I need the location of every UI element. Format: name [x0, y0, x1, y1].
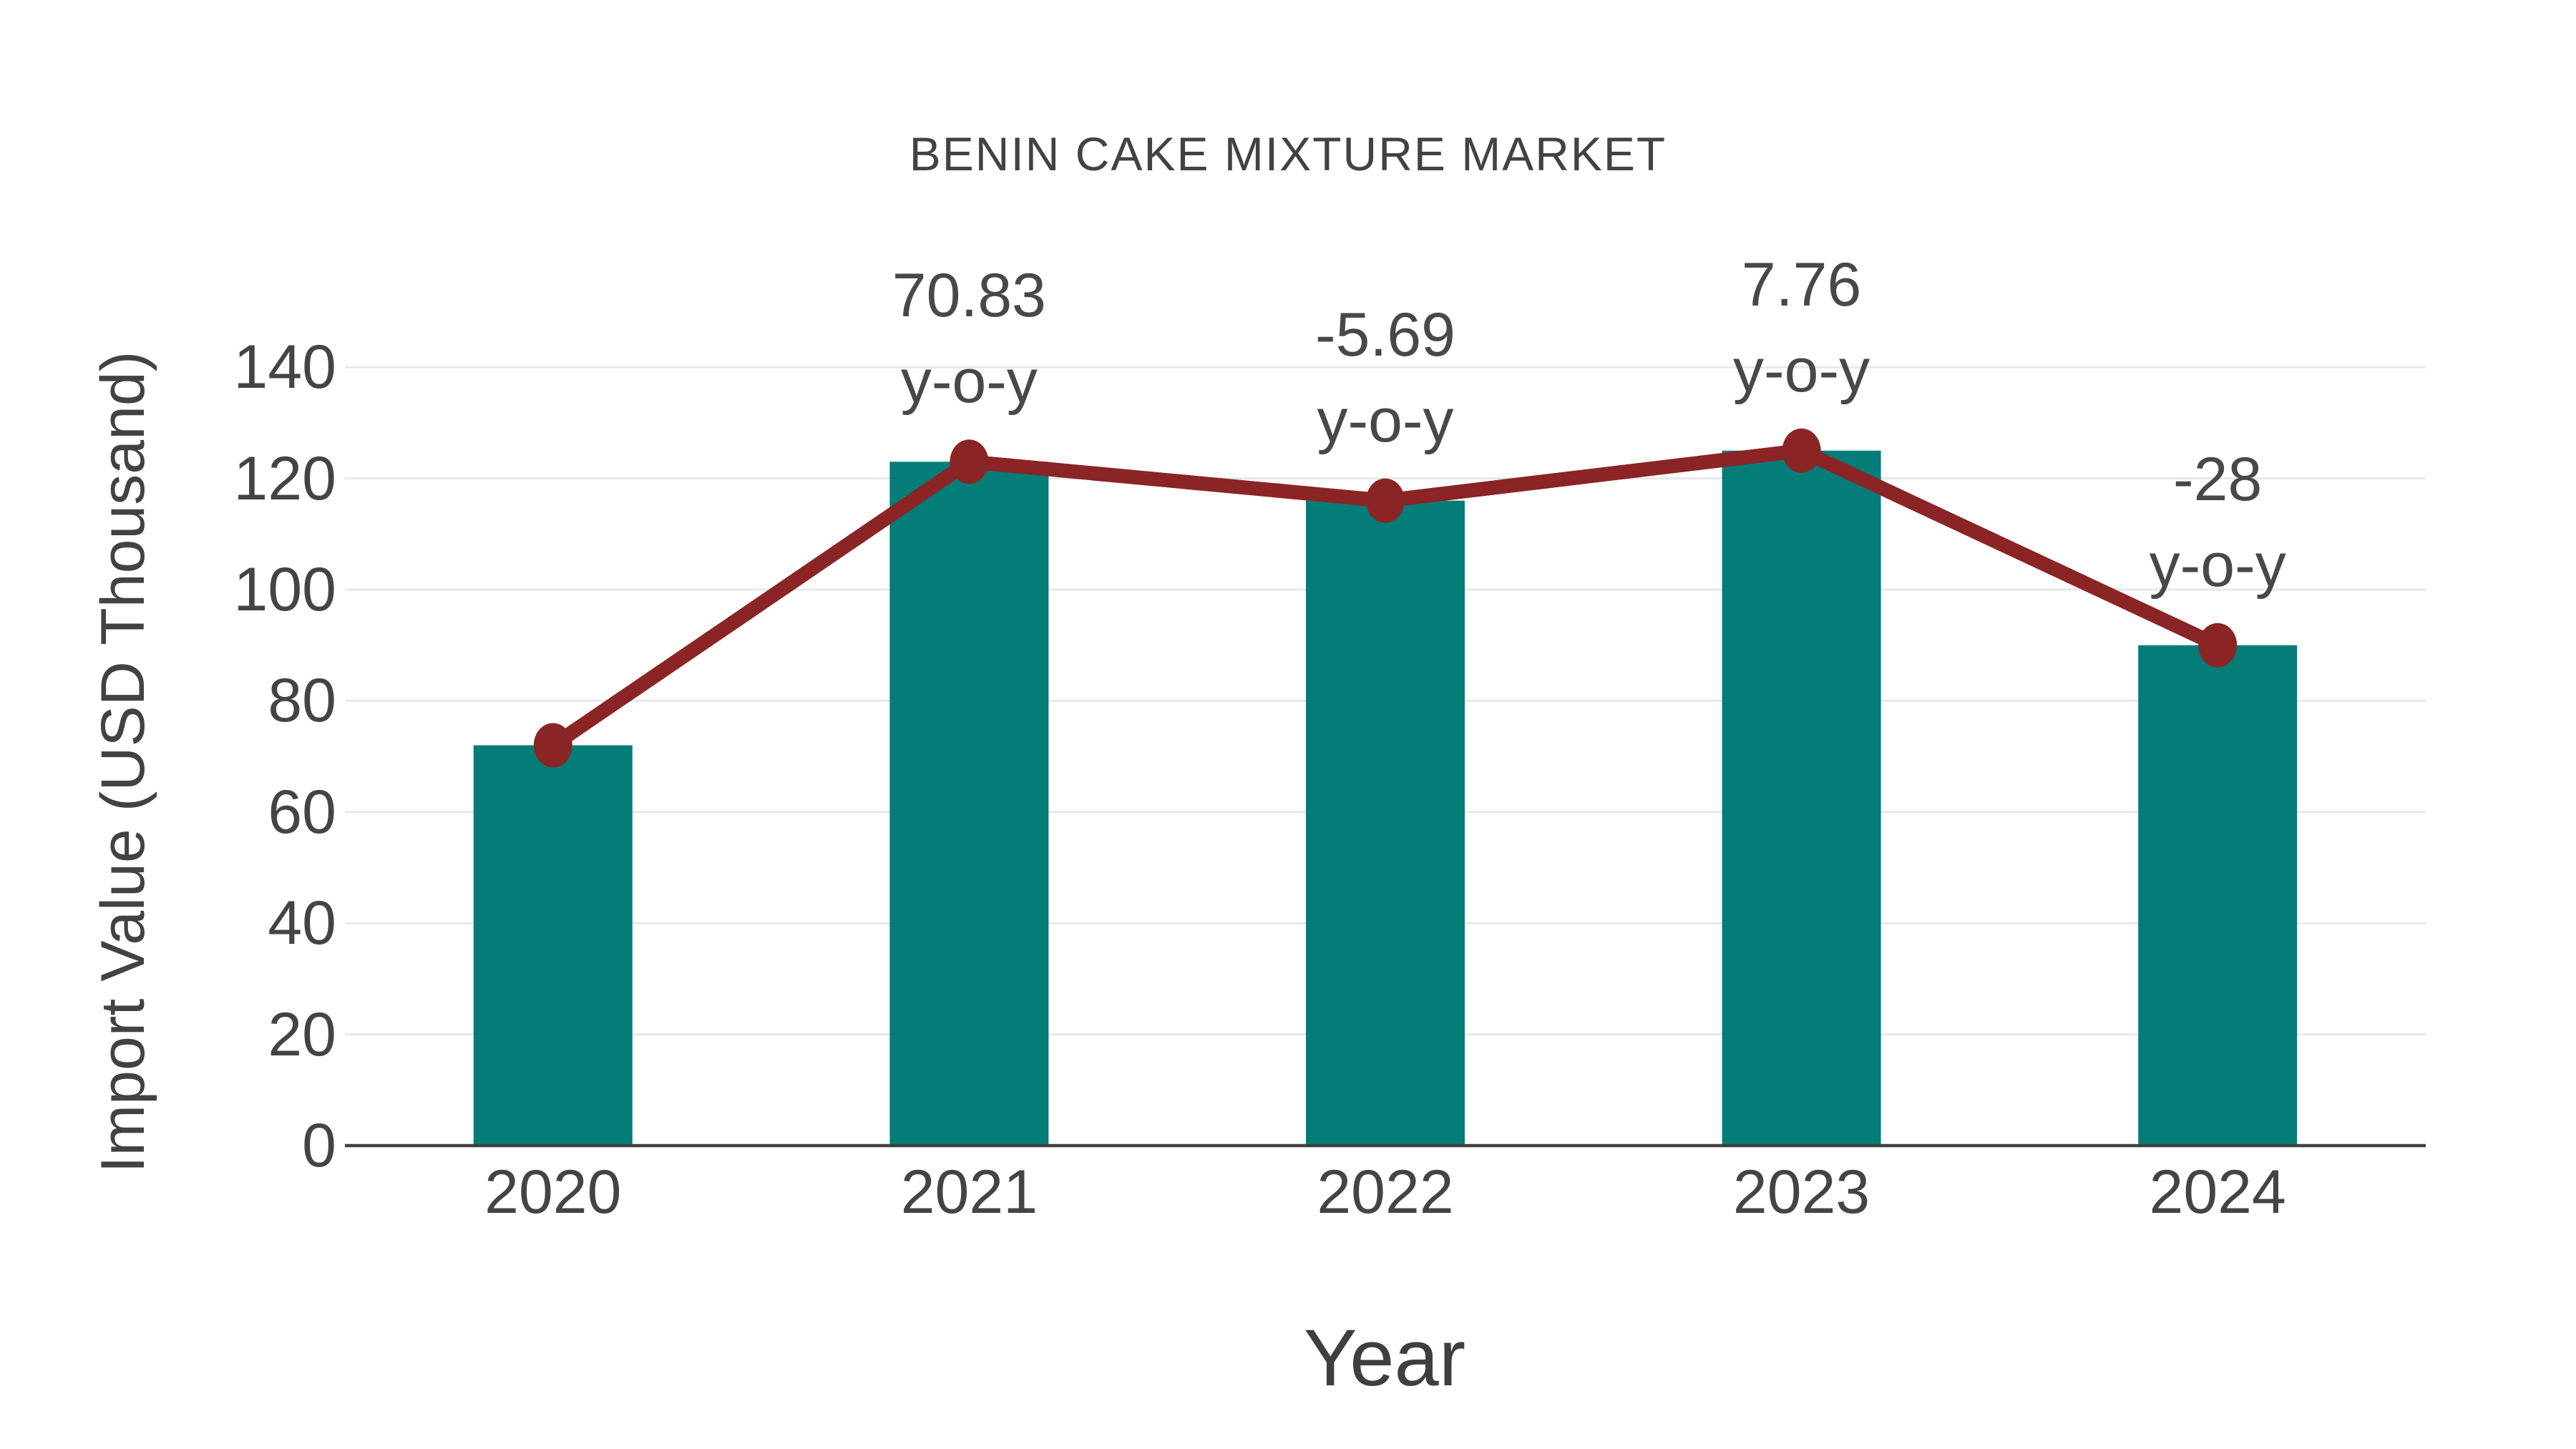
y-tick-label-60: 60 [268, 777, 336, 847]
y-tick-label-0: 0 [302, 1111, 336, 1180]
bar-2020 [473, 745, 633, 1146]
trend-marker-2024 [2198, 623, 2238, 668]
y-tick-label-120: 120 [233, 444, 337, 513]
annotation-yoy-2021: y-o-y [900, 347, 1038, 416]
annotation-value-2022: -5.69 [1314, 300, 1456, 369]
y-tick-label-140: 140 [233, 333, 337, 402]
annotation-yoy-2022: y-o-y [1317, 386, 1454, 455]
x-tick-label-2024: 2024 [2149, 1158, 2286, 1226]
x-tick-label-2021: 2021 [900, 1158, 1038, 1226]
y-tick-label-40: 40 [268, 889, 336, 958]
bar-2021 [889, 462, 1049, 1146]
trend-marker-2020 [533, 723, 572, 768]
x-tick-label-2023: 2023 [1732, 1158, 1870, 1226]
bar-2023 [1722, 450, 1881, 1146]
chart-title: BENIN CAKE MIXTURE MARKET [909, 127, 1667, 180]
annotation-yoy-2023: y-o-y [1733, 336, 1870, 405]
y-tick-label-20: 20 [268, 1000, 336, 1069]
trend-marker-2022 [1366, 478, 1405, 523]
y-tick-label-80: 80 [268, 666, 336, 736]
x-axis-title: Year [1303, 1313, 1466, 1402]
annotation-value-2023: 7.76 [1741, 250, 1862, 319]
annotation-value-2021: 70.83 [892, 261, 1046, 331]
trend-marker-2021 [950, 439, 989, 484]
trend-marker-2023 [1782, 428, 1821, 473]
annotation-yoy-2024: y-o-y [2149, 530, 2286, 600]
bar-2024 [2138, 645, 2298, 1146]
x-tick-label-2022: 2022 [1317, 1158, 1454, 1226]
y-tick-label-100: 100 [233, 555, 337, 624]
annotation-value-2024: -28 [2173, 444, 2263, 514]
x-tick-label-2020: 2020 [484, 1158, 622, 1226]
bar-2022 [1306, 500, 1465, 1146]
